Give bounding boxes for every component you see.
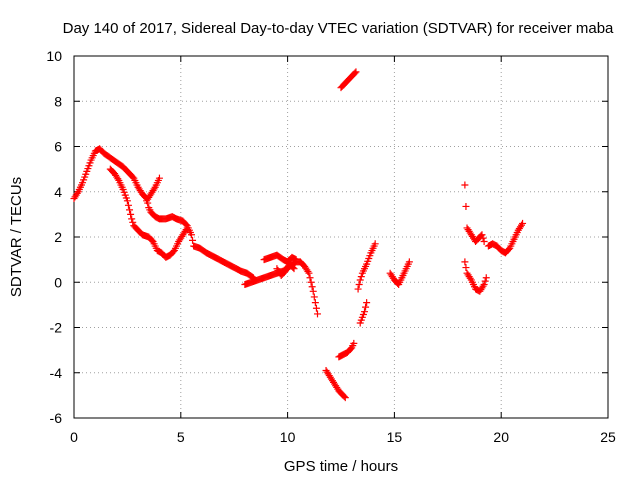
data-point <box>517 221 525 229</box>
y-tick-label: -4 <box>50 365 63 381</box>
data-point <box>341 394 349 402</box>
data-point <box>480 281 488 289</box>
grid-lines <box>74 56 608 418</box>
data-point <box>183 224 191 232</box>
data-point <box>123 197 131 205</box>
y-tick-label: 0 <box>54 274 62 290</box>
data-point <box>519 219 527 227</box>
data-point <box>354 285 362 293</box>
data-point <box>182 226 190 234</box>
data-point <box>405 258 413 266</box>
data-point <box>126 206 134 214</box>
data-point <box>479 282 487 290</box>
y-tick-label: -6 <box>50 410 63 426</box>
data-point <box>290 265 298 273</box>
data-point <box>306 274 314 282</box>
data-point <box>462 202 470 210</box>
data-point <box>357 273 365 281</box>
data-point <box>124 201 132 209</box>
x-tick-label: 5 <box>177 429 185 445</box>
data-point <box>356 276 364 284</box>
data-point <box>304 268 312 276</box>
y-tick-label: 2 <box>54 229 62 245</box>
axis-ticks <box>73 55 609 419</box>
y-tick-label: 8 <box>54 93 62 109</box>
data-point <box>371 240 379 248</box>
data-point <box>73 189 81 197</box>
data-point <box>478 231 486 239</box>
data-point <box>481 277 489 285</box>
x-tick-label: 0 <box>70 429 78 445</box>
data-point <box>310 293 318 301</box>
data-point <box>129 218 137 226</box>
data-point <box>461 181 469 189</box>
y-tick-label: 10 <box>46 48 62 64</box>
x-tick-label: 20 <box>493 429 509 445</box>
data-point <box>312 304 320 312</box>
data-point <box>187 231 195 239</box>
data-point <box>314 310 322 318</box>
data-point <box>308 283 316 291</box>
data-point <box>305 269 313 277</box>
data-point <box>466 274 474 282</box>
data-point <box>114 175 122 183</box>
data-point <box>289 264 297 272</box>
y-tick-labels: -6 -4 -2 0 2 4 6 8 10 <box>46 48 62 426</box>
x-tick-labels: 0 5 10 15 20 25 <box>70 429 616 445</box>
data-point <box>340 393 348 401</box>
y-axis-label: SDTVAR / TECUs <box>8 177 25 297</box>
data-point <box>351 69 359 77</box>
data-point <box>350 339 358 347</box>
data-points <box>70 68 527 402</box>
y-tick-label: -2 <box>50 320 63 336</box>
data-point <box>127 210 135 218</box>
data-point <box>352 68 360 76</box>
y-tick-label: 6 <box>54 139 62 155</box>
data-point <box>462 264 470 272</box>
x-tick-label: 15 <box>387 429 403 445</box>
data-point <box>362 303 370 311</box>
data-point <box>482 274 490 282</box>
x-tick-label: 25 <box>600 429 616 445</box>
data-point <box>479 234 487 242</box>
data-point <box>461 258 469 266</box>
data-point <box>360 308 368 316</box>
x-axis-label: GPS time / hours <box>284 458 398 475</box>
y-tick-label: 4 <box>54 184 62 200</box>
data-point <box>311 299 319 307</box>
data-point <box>363 299 371 307</box>
data-point <box>128 215 136 223</box>
data-point <box>155 174 163 182</box>
data-point <box>355 281 363 289</box>
data-point <box>150 185 158 193</box>
chart-title: Day 140 of 2017, Sidereal Day-to-day VTE… <box>63 20 614 37</box>
data-point <box>307 278 315 286</box>
data-point <box>480 238 488 246</box>
data-point <box>292 256 300 264</box>
data-point <box>189 236 197 244</box>
x-tick-label: 10 <box>280 429 296 445</box>
data-point <box>309 287 317 295</box>
